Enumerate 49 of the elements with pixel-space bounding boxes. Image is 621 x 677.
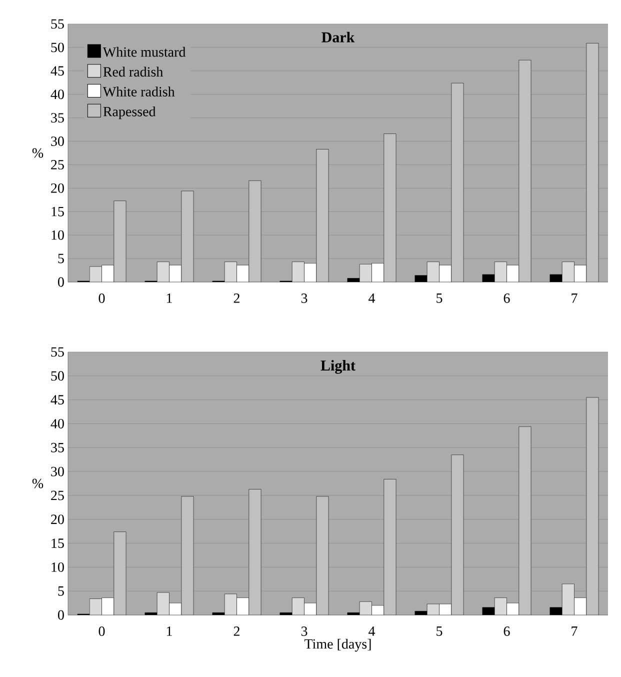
x-tick-label: 1 [166,626,172,636]
y-axis-title: % [32,148,44,158]
x-tick-label: 3 [301,626,308,636]
y-tick-label: 55 [51,347,64,357]
legend-label: Red radish [103,66,163,77]
y-tick-label: 20 [51,183,64,193]
x-tick-label: 6 [504,626,510,636]
y-tick-label: 0 [58,277,64,287]
y-tick-label: 15 [52,206,64,216]
y-tick-label: 50 [51,371,64,381]
y-tick-label: 25 [51,160,64,170]
legend-label: Rapessed [103,106,156,120]
y-tick-label: 45 [50,395,64,404]
y-tick-label: 55 [51,19,64,29]
y-tick-label: 30 [51,136,64,146]
x-tick-label: 5 [436,294,442,303]
y-tick-label: 10 [52,230,64,240]
y-axis-title: % [32,478,44,488]
x-tick-label: 2 [234,294,240,303]
y-tick-label: 5 [58,586,64,596]
y-tick-label: 30 [51,466,64,476]
x-tick-label: 4 [368,626,376,636]
chart-title: Dark [322,32,355,42]
y-tick-label: 0 [58,610,64,620]
x-tick-label: 2 [234,626,240,636]
y-tick-label: 40 [50,418,64,428]
y-tick-label: 20 [51,514,64,524]
x-tick-label: 0 [98,294,105,303]
x-tick-label: 0 [98,626,105,636]
y-tick-label: 45 [50,66,64,76]
y-tick-label: 40 [50,90,64,100]
legend-label: White radish [102,86,175,97]
x-tick-label: 3 [301,294,308,303]
y-tick-label: 35 [51,442,64,452]
y-tick-label: 15 [52,538,64,548]
x-axis-title: Time [days] [304,638,371,652]
x-tick-label: 1 [166,294,172,303]
x-tick-label: 4 [368,294,376,303]
x-tick-label: 7 [572,294,578,303]
y-tick-label: 50 [51,42,64,52]
y-tick-label: 25 [51,490,64,500]
x-tick-label: 7 [572,626,578,636]
legend-label: White mustard [102,46,186,57]
y-tick-label: 10 [52,562,64,572]
x-tick-label: 6 [504,294,510,303]
x-tick-label: 5 [436,626,442,636]
y-tick-label: 35 [51,113,64,123]
y-tick-label: 5 [58,254,64,264]
chart-title: Light [320,360,356,374]
